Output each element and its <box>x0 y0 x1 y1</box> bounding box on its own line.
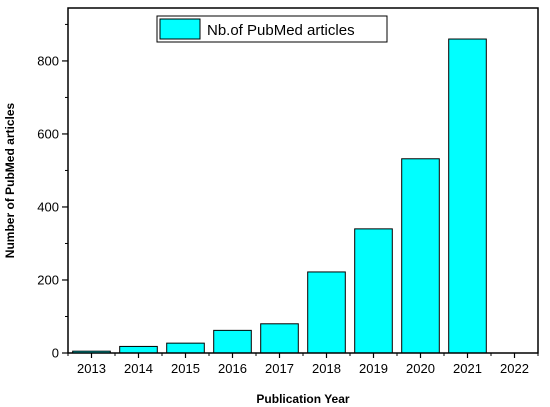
x-tick-label: 2022 <box>500 361 529 376</box>
x-tick-label: 2021 <box>453 361 482 376</box>
y-tick-label: 200 <box>37 272 59 287</box>
bar-2017 <box>260 323 299 354</box>
y-tick-label: 600 <box>37 126 59 141</box>
y-tick-label: 0 <box>52 346 59 361</box>
x-tick-label: 2019 <box>359 361 388 376</box>
x-tick-label: 2016 <box>218 361 247 376</box>
x-tick-label: 2017 <box>265 361 294 376</box>
bar-2020 <box>401 158 440 354</box>
y-axis-title: Number of PubMed articles <box>3 103 17 259</box>
y-tick-label: 400 <box>37 199 59 214</box>
legend: Nb.of PubMed articles <box>156 15 388 43</box>
x-tick-label: 2014 <box>124 361 153 376</box>
x-tick-labels: 2013 2014 2015 2016 2017 2018 2019 2020 2021 2022 <box>77 361 529 376</box>
bar-2019 <box>354 228 393 354</box>
y-tick-label: 800 <box>37 53 59 68</box>
tick-marks <box>62 23 539 358</box>
x-axis-title: Publication Year <box>256 392 349 406</box>
bar-2014 <box>119 345 158 354</box>
x-tick-label: 2018 <box>312 361 341 376</box>
x-tick-label: 2020 <box>406 361 435 376</box>
x-tick-label: 2013 <box>77 361 106 376</box>
bar-2016 <box>213 329 252 354</box>
legend-label: Nb.of PubMed articles <box>207 22 355 39</box>
bar-2021 <box>448 38 487 354</box>
bars-group <box>72 38 487 354</box>
bar-2015 <box>166 342 205 354</box>
legend-swatch <box>159 18 201 40</box>
bar-2018 <box>307 271 346 354</box>
y-tick-labels: 0 200 400 600 800 <box>37 53 59 360</box>
x-tick-label: 2015 <box>171 361 200 376</box>
